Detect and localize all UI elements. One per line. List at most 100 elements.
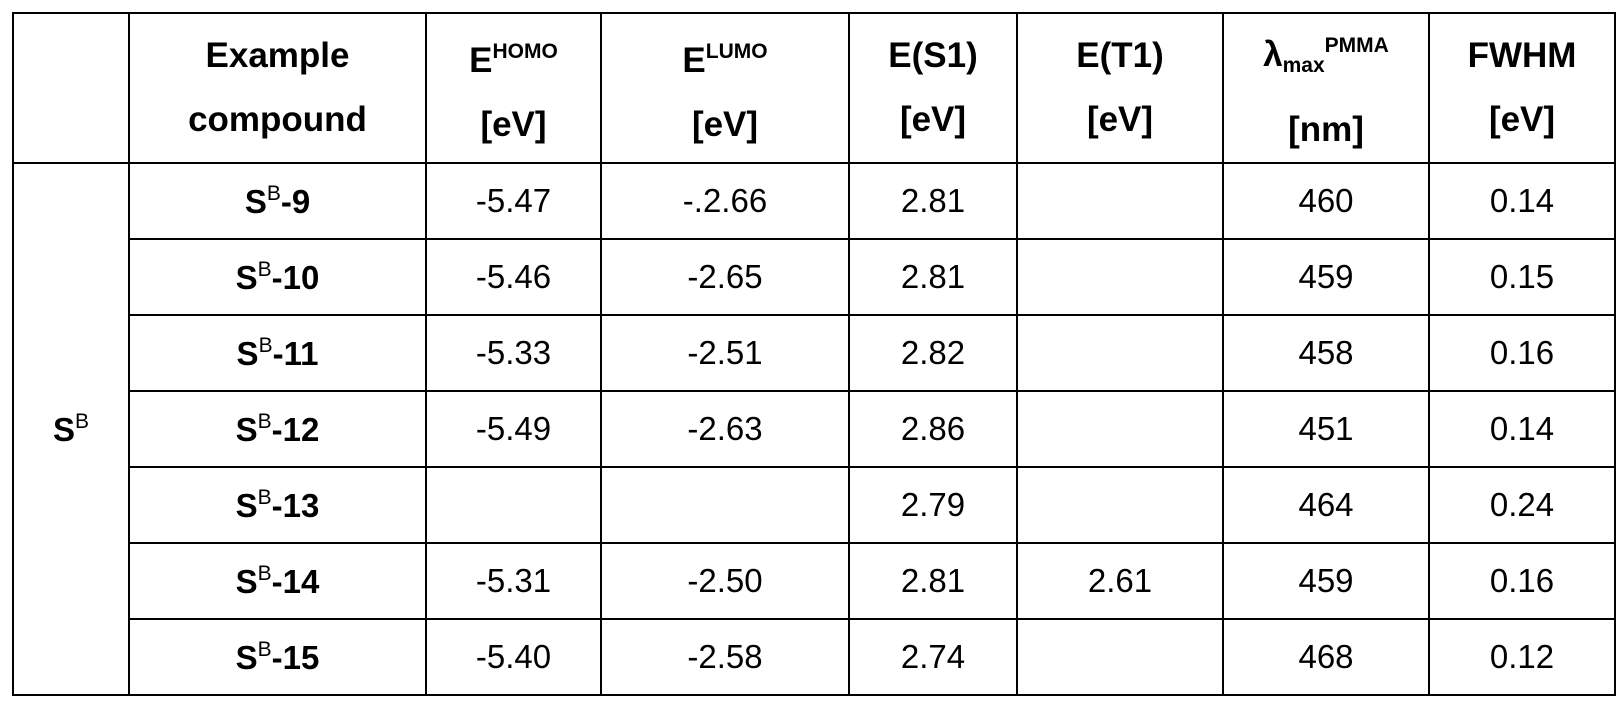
cell-text: 0.16 — [1490, 334, 1554, 371]
unit-line: [eV] — [850, 88, 1016, 152]
header-line: SB-9 — [130, 182, 425, 221]
compound-cell: SB-15 — [129, 619, 426, 695]
header-cell: λmaxPMMA[nm] — [1223, 13, 1429, 163]
main-text: S — [236, 487, 258, 524]
value-cell: 459 — [1223, 543, 1429, 619]
data-row: SB-13 2.79 464 0.24 — [13, 467, 1615, 543]
value-cell — [1017, 239, 1223, 315]
value-cell: 458 — [1223, 315, 1429, 391]
page: ExamplecompoundEHOMO[eV]ELUMO[eV]E(S1)[e… — [0, 0, 1617, 715]
compound-cell: SB-13 — [129, 467, 426, 543]
cell-text: 2.79 — [901, 486, 965, 523]
value-cell: 2.81 — [849, 239, 1017, 315]
value-cell — [1017, 163, 1223, 239]
header-line: SB-11 — [130, 334, 425, 373]
main-text: E(S1) — [888, 36, 977, 75]
value-cell: -2.51 — [601, 315, 849, 391]
cell-text: 2.81 — [901, 182, 965, 219]
header-line: E(T1) — [1018, 24, 1222, 88]
cell-text: -5.33 — [476, 334, 551, 371]
superscript: B — [267, 182, 281, 205]
superscript: B — [258, 638, 272, 661]
superscript: B — [259, 334, 273, 357]
value-cell: -2.50 — [601, 543, 849, 619]
compound-cell: SB-9 — [129, 163, 426, 239]
cell-text: -5.40 — [476, 638, 551, 675]
header-line: EHOMO — [427, 20, 600, 93]
cell-text: 458 — [1298, 334, 1353, 371]
value-cell: 2.82 — [849, 315, 1017, 391]
suffix-text: -11 — [273, 335, 319, 372]
value-cell: 0.16 — [1429, 543, 1615, 619]
value-cell: 0.24 — [1429, 467, 1615, 543]
value-cell — [1017, 467, 1223, 543]
data-row: SB-14-5.31 -2.50 2.81 2.61 459 0.16 — [13, 543, 1615, 619]
value-cell: -2.58 — [601, 619, 849, 695]
header-cell — [13, 13, 129, 163]
main-text: S — [245, 183, 267, 220]
header-line: compound — [130, 88, 425, 152]
value-cell: 2.81 — [849, 543, 1017, 619]
data-row: SBSB-9-5.47-.2.662.814600.14 — [13, 163, 1615, 239]
header-line: Example — [130, 24, 425, 88]
main-text: S — [236, 259, 258, 296]
cell-text: 459 — [1298, 562, 1353, 599]
cell-text: 468 — [1298, 638, 1353, 675]
compound-cell: SB-12 — [129, 391, 426, 467]
main-text: FWHM — [1468, 36, 1577, 75]
header-line: SB-12 — [130, 410, 425, 449]
header-cell: E(S1) [eV] — [849, 13, 1017, 163]
cell-text: 0.16 — [1490, 562, 1554, 599]
header-line: SB — [14, 410, 128, 449]
header-row: ExamplecompoundEHOMO[eV]ELUMO[eV]E(S1)[e… — [13, 13, 1615, 163]
header-line: SB-14 — [130, 562, 425, 601]
cell-text: 464 — [1298, 486, 1353, 523]
cell-text: 2.61 — [1088, 562, 1152, 599]
value-cell — [426, 467, 601, 543]
main-text: E — [682, 41, 705, 80]
cell-text: -5.47 — [476, 182, 551, 219]
cell-text: 2.81 — [901, 258, 965, 295]
cell-text: 0.12 — [1490, 638, 1554, 675]
cell-text: 451 — [1298, 410, 1353, 447]
compound-cell: SB-14 — [129, 543, 426, 619]
value-cell — [1017, 391, 1223, 467]
data-table: ExamplecompoundEHOMO[eV]ELUMO[eV]E(S1)[e… — [12, 12, 1616, 696]
main-text: S — [236, 563, 258, 600]
superscript: B — [75, 410, 89, 433]
header-line: ELUMO — [602, 20, 848, 93]
value-cell: -5.40 — [426, 619, 601, 695]
header-line: E(S1) — [850, 24, 1016, 88]
header-cell: EHOMO[eV] — [426, 13, 601, 163]
header-line: λmaxPMMA — [1224, 14, 1428, 98]
value-cell: -.2.66 — [601, 163, 849, 239]
unit-line: [eV] — [1018, 88, 1222, 152]
cell-text: -2.50 — [687, 562, 762, 599]
value-cell: -5.49 — [426, 391, 601, 467]
cell-text: -2.51 — [687, 334, 762, 371]
superscript: B — [258, 562, 272, 585]
unit-line: [eV] — [602, 93, 848, 157]
main-text: λ — [1263, 35, 1282, 74]
value-cell: 0.14 — [1429, 163, 1615, 239]
header-line: SB-15 — [130, 638, 425, 677]
suffix-text: -13 — [272, 487, 320, 524]
value-cell: -2.63 — [601, 391, 849, 467]
value-cell: -5.47 — [426, 163, 601, 239]
value-cell: 0.15 — [1429, 239, 1615, 315]
value-cell: 0.12 — [1429, 619, 1615, 695]
superscript: HOMO — [493, 40, 558, 63]
unit-line: [eV] — [1430, 88, 1614, 152]
value-cell: 2.86 — [849, 391, 1017, 467]
cell-text: -5.46 — [476, 258, 551, 295]
cell-text: -2.65 — [687, 258, 762, 295]
value-cell: -5.31 — [426, 543, 601, 619]
cell-text: -.2.66 — [683, 182, 767, 219]
cell-text: 459 — [1298, 258, 1353, 295]
data-row: SB-10-5.46-2.652.814590.15 — [13, 239, 1615, 315]
value-cell: 0.16 — [1429, 315, 1615, 391]
suffix-text: -10 — [272, 259, 320, 296]
table-header: ExamplecompoundEHOMO[eV]ELUMO[eV]E(S1)[e… — [13, 13, 1615, 163]
suffix-text: -12 — [272, 411, 320, 448]
cell-text: 0.15 — [1490, 258, 1554, 295]
